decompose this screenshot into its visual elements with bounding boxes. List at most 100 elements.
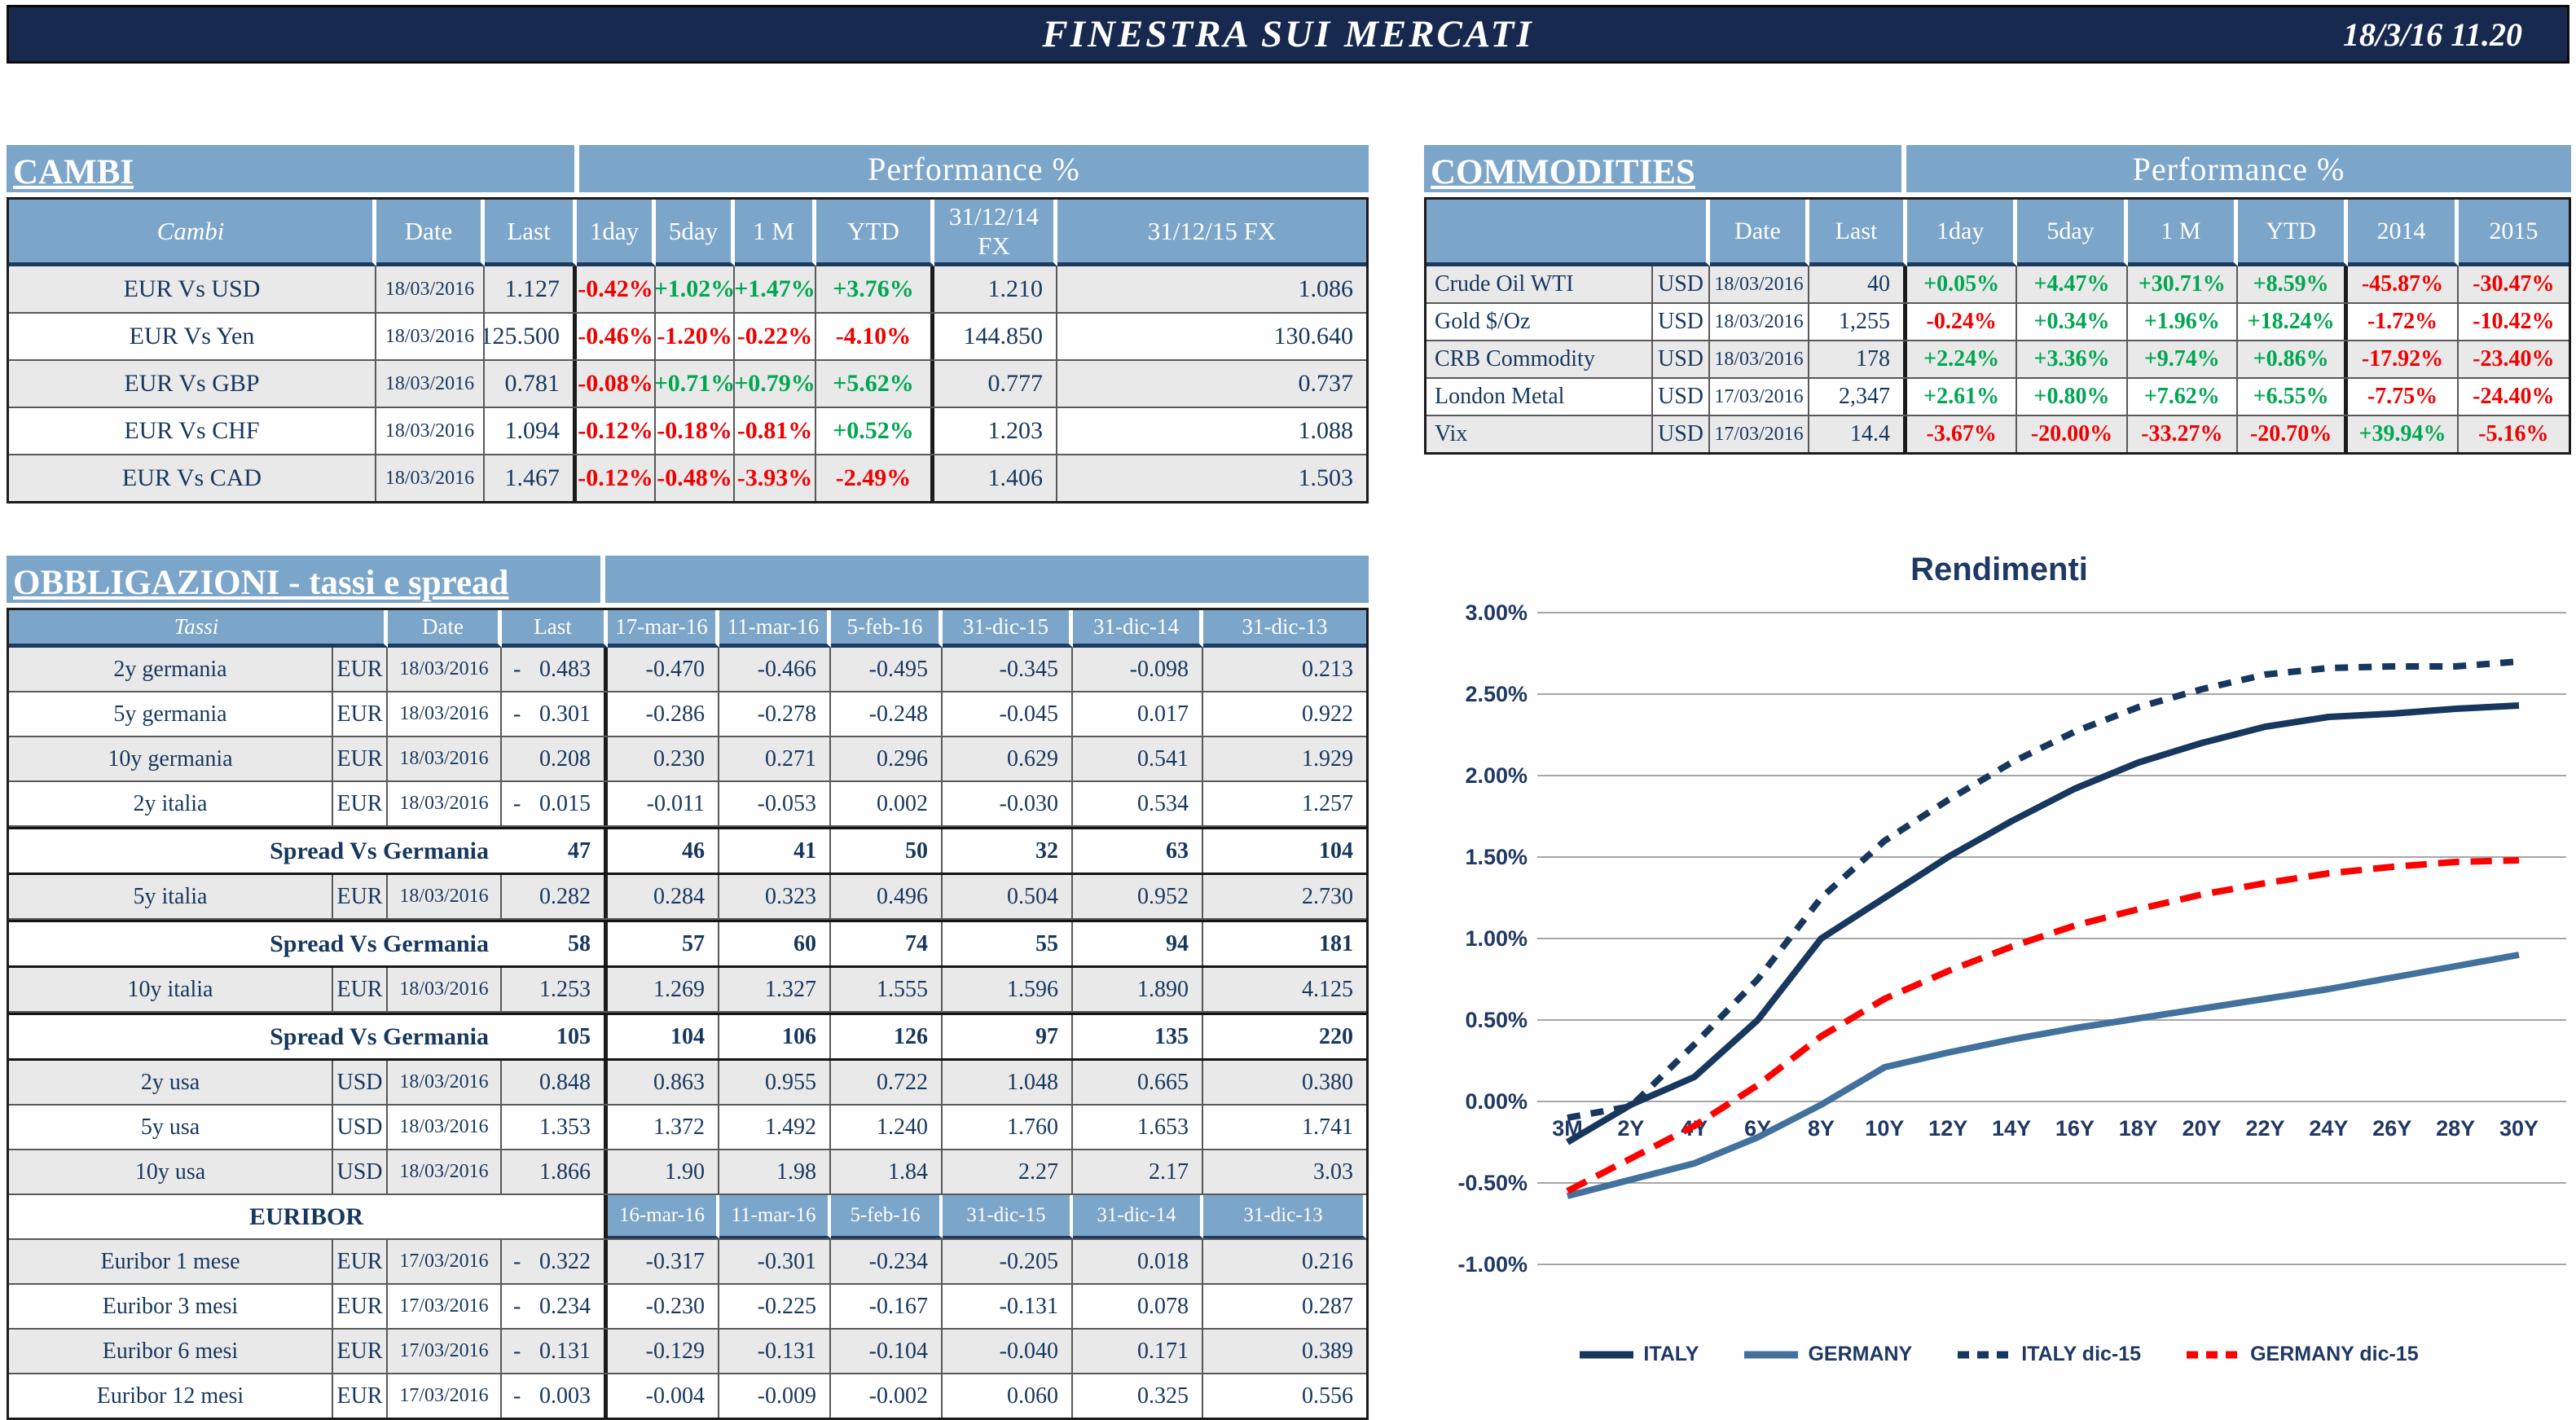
bond-value: 1.596	[943, 968, 1073, 1011]
cambi-row: EUR Vs CAD 18/03/2016 1.467 -0.12% -0.48% -3.…	[9, 455, 1366, 501]
bond-ccy: USD	[333, 1106, 388, 1149]
pair-perf: -0.46%	[577, 314, 656, 359]
commodity-row: London Metal USD 17/03/2016 2,347 +2.61% +0.8…	[1426, 379, 2569, 416]
bond-ccy: EUR	[333, 782, 388, 825]
cambi-col-header: 31/12/15 FX	[1057, 200, 1366, 266]
commodity-row: Vix USD 17/03/2016 14.4 -3.67% -20.00% -33.27%…	[1426, 416, 2569, 452]
bond-last: 1.866	[502, 1150, 608, 1194]
spread-value: 126	[831, 1015, 943, 1058]
pair-perf: -1.20%	[656, 314, 735, 359]
bond-date: 18/03/2016	[388, 648, 502, 691]
commodities-band-left: COMMODITIES	[1424, 145, 1901, 192]
bond-value: 1.760	[943, 1106, 1073, 1149]
bond-value: 2.27	[943, 1150, 1073, 1194]
legend-line-sample	[1580, 1351, 1634, 1358]
pair-date: 18/03/2016	[376, 314, 485, 359]
bond-last: -0.003	[502, 1374, 608, 1418]
page-title: FINESTRA SUI MERCATI	[1042, 13, 1534, 55]
commodity-last: 40	[1809, 266, 1907, 302]
bond-ccy: EUR	[333, 1374, 388, 1418]
commodity-date: 18/03/2016	[1710, 341, 1809, 377]
chart-title: Rendimenti	[1910, 552, 2088, 587]
commodity-perf: -20.00%	[2017, 416, 2128, 452]
spread-value: 74	[831, 922, 943, 965]
bond-date: 17/03/2016	[388, 1240, 502, 1283]
spread-value: 135	[1073, 1015, 1203, 1058]
pair-name: EUR Vs CHF	[9, 408, 376, 454]
bond-last: -0.301	[502, 692, 608, 736]
y-tick-label: 0.50%	[1465, 1008, 1528, 1032]
bond-value: 1.84	[831, 1150, 943, 1194]
x-tick-label: 20Y	[2183, 1116, 2222, 1141]
x-tick-label: 16Y	[2055, 1116, 2095, 1141]
commodity-perf: -10.42%	[2473, 309, 2555, 334]
pair-date: 18/03/2016	[376, 361, 485, 407]
bond-name: 10y germania	[9, 737, 333, 780]
bond-value: 1.327	[719, 968, 831, 1011]
cambi-colhead: Cambi Date Last 1day 5day 1 M YTD 31/12/14 FX 31…	[9, 200, 1366, 266]
commodity-perf: -5.16%	[2478, 421, 2549, 446]
commodity-name: London Metal	[1426, 379, 1653, 415]
bond-ccy: EUR	[333, 1240, 388, 1283]
bond-value: 4.125	[1302, 976, 1353, 1002]
spread-value: 97	[943, 1015, 1073, 1058]
bond-ccy: EUR	[333, 692, 388, 736]
bond-value: -0.131	[943, 1285, 1073, 1328]
bond-value: -0.011	[608, 782, 719, 825]
bond-last-value: 0.131	[539, 1338, 591, 1364]
commodities-col-header: 5day	[2017, 200, 2128, 266]
obbligazioni-header-asof: 31-dic-14	[1073, 610, 1203, 648]
commodity-perf: -1.72%	[2348, 304, 2459, 340]
bond-value: 0.504	[943, 875, 1073, 918]
obbligazioni-section: OBBLIGAZIONI - tassi e spread Tassi Date L…	[7, 556, 1369, 1420]
commodity-perf: +39.94%	[2348, 416, 2459, 452]
commodities-col-header: 1 M	[2127, 200, 2238, 266]
commodity-perf: +2.61%	[1907, 379, 2018, 415]
bond-name: 5y italia	[9, 875, 333, 918]
commodity-name: CRB Commodity	[1426, 341, 1653, 377]
bond-name: 10y usa	[9, 1150, 333, 1194]
bond-value: 0.213	[1302, 656, 1353, 682]
commodity-date: 18/03/2016	[1710, 304, 1809, 340]
obbligazioni-header-tassi: Tassi	[9, 610, 388, 648]
commodities-section: COMMODITIES Performance % Date Last 1day 5d…	[1424, 145, 2571, 455]
commodity-perf: +8.59%	[2238, 266, 2349, 302]
bond-last: -0.131	[502, 1330, 608, 1373]
commodity-ccy: USD	[1653, 416, 1710, 452]
commodity-name: Crude Oil WTI	[1426, 266, 1653, 302]
bond-value: 1.98	[719, 1150, 831, 1194]
x-tick-label: 24Y	[2309, 1116, 2348, 1141]
bond-value: -0.002	[831, 1374, 943, 1418]
cambi-performance-band: Performance %	[579, 145, 1369, 192]
bond-value: -0.131	[719, 1330, 831, 1373]
bond-value: -0.301	[719, 1240, 831, 1283]
spread-value: 63	[1073, 829, 1203, 873]
pair-perf: -0.12%	[577, 408, 656, 454]
bond-date: 17/03/2016	[388, 1285, 502, 1328]
bond-value: 0.230	[608, 737, 719, 780]
bond-value: 0.002	[831, 782, 943, 825]
bond-value: 1.929	[1302, 745, 1353, 772]
commodity-perf: +7.62%	[2128, 379, 2238, 415]
spread-label: Spread Vs Germania	[270, 930, 489, 957]
spread-value: 41	[719, 829, 831, 873]
bond-date: 18/03/2016	[388, 692, 502, 736]
pair-perf: +0.71%	[656, 361, 735, 407]
bond-last: 0.848	[502, 1061, 608, 1104]
bond-value: -0.098	[1073, 648, 1203, 691]
commodities-performance-band: Performance %	[1906, 145, 2571, 192]
commodity-perf: -33.27%	[2128, 416, 2238, 452]
bond-value: -0.045	[943, 692, 1073, 736]
bond-value: 0.018	[1073, 1240, 1203, 1283]
rendimenti-chart: Rendimenti 3.00% 2.50% 2.00% 1.50% 1.00% 0.50…	[1427, 534, 2571, 1389]
commodity-perf: -20.70%	[2238, 416, 2349, 452]
bond-value: 1.492	[719, 1106, 831, 1149]
euribor-asof-header: 11-mar-16	[719, 1195, 831, 1238]
commodity-perf: -17.92%	[2348, 341, 2459, 377]
commodities-col-header: Last	[1809, 200, 1907, 266]
pair-perf: -0.22%	[735, 314, 816, 359]
euribor-asof-header: 31-dic-13	[1203, 1195, 1366, 1238]
x-tick-label: 22Y	[2246, 1116, 2285, 1141]
bond-name: 5y germania	[9, 692, 333, 736]
bond-date: 17/03/2016	[388, 1330, 502, 1373]
